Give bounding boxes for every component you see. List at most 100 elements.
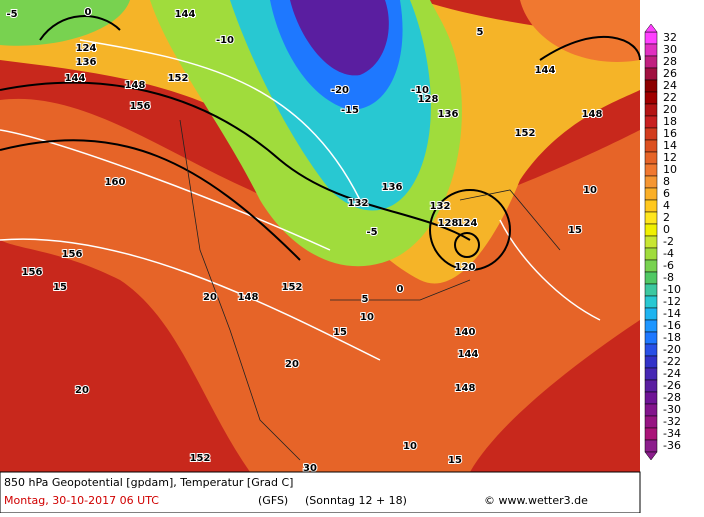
colorbar-cell (644, 139, 658, 153)
colorbar-cell (644, 163, 658, 177)
contour-label: 10 (403, 441, 417, 452)
contour-label: 156 (62, 249, 83, 260)
colorbar-cell (644, 355, 658, 369)
contour-label: -20 (331, 85, 349, 96)
contour-label: 132 (430, 201, 451, 212)
footer-model: (GFS) (258, 494, 288, 507)
contour-label: 148 (125, 80, 146, 91)
contour-label: 144 (65, 73, 86, 84)
contour-label: 152 (190, 453, 211, 464)
colorbar-label: -16 (663, 319, 681, 332)
colorbar-cell (644, 391, 658, 405)
colorbar-label: -24 (663, 367, 681, 380)
contour-label: 160 (105, 177, 126, 188)
footer-box (0, 471, 641, 514)
contour-label: 156 (22, 267, 43, 278)
contour-label: 144 (458, 349, 479, 360)
colorbar-cell (644, 175, 658, 189)
colorbar-cell (644, 43, 658, 57)
colorbar-cell (644, 79, 658, 93)
contour-label: 148 (455, 383, 476, 394)
colorbar-label: 26 (663, 67, 677, 80)
colorbar-label: 14 (663, 139, 677, 152)
colorbar-cell (644, 103, 658, 117)
colorbar-label: -22 (663, 355, 681, 368)
colorbar-cell (644, 295, 658, 309)
contour-label: 10 (360, 312, 374, 323)
contour-label: 124 (76, 43, 97, 54)
contour-label: 20 (285, 359, 299, 370)
contour-label: 156 (130, 101, 151, 112)
colorbar-label: -32 (663, 415, 681, 428)
contour-label: -10 (216, 35, 234, 46)
colorbar-label: 2 (663, 211, 670, 224)
colorbar-cell (644, 331, 658, 345)
colorbar-cell (644, 367, 658, 381)
colorbar-label: -30 (663, 403, 681, 416)
contour-label: 120 (455, 262, 476, 273)
colorbar-label: 30 (663, 43, 677, 56)
colorbar-cell (644, 403, 658, 417)
contour-label: 144 (175, 9, 196, 20)
colorbar-label: 6 (663, 187, 670, 200)
colorbar-cell (644, 199, 658, 213)
colorbar-cell (644, 55, 658, 69)
contour-label: 148 (238, 292, 259, 303)
colorbar-label: -34 (663, 427, 681, 440)
colorbar-cell (644, 31, 658, 45)
colorbar-label: -12 (663, 295, 681, 308)
colorbar-cell (644, 187, 658, 201)
footer-title: 850 hPa Geopotential [gpdam], Temperatur… (4, 476, 293, 489)
colorbar-cell (644, 307, 658, 321)
colorbar-cell (644, 247, 658, 261)
colorbar-label: -28 (663, 391, 681, 404)
colorbar-label: -2 (663, 235, 674, 248)
contour-label: 20 (203, 292, 217, 303)
colorbar-label: 16 (663, 127, 677, 140)
footer-date: Montag, 30-10-2017 06 UTC (4, 494, 159, 507)
contour-label: 128 (418, 94, 439, 105)
colorbar-label: 24 (663, 79, 677, 92)
colorbar-label: 18 (663, 115, 677, 128)
colorbar-cell (644, 271, 658, 285)
colorbar-label: -26 (663, 379, 681, 392)
colorbar-label: 0 (663, 223, 670, 236)
colorbar-cell (644, 379, 658, 393)
colorbar-cell (644, 343, 658, 357)
colorbar-label: 8 (663, 175, 670, 188)
contour-label: -10 (411, 85, 429, 96)
colorbar-cell (644, 127, 658, 141)
contour-label: 152 (168, 73, 189, 84)
contour-label: 15 (568, 225, 582, 236)
contour-label: 128 (438, 218, 459, 229)
contour-label: 132 (348, 198, 369, 209)
contour-label: -5 (6, 9, 17, 20)
colorbar-label: -18 (663, 331, 681, 344)
colorbar-bottom-arrow (644, 451, 658, 461)
contour-label: 152 (282, 282, 303, 293)
colorbar-cell (644, 259, 658, 273)
colorbar-cell (644, 427, 658, 441)
contour-label: -15 (341, 105, 359, 116)
contour-label: 144 (535, 65, 556, 76)
colorbar-cell (644, 439, 658, 453)
colorbar-top-arrow (644, 23, 658, 33)
map (0, 0, 641, 472)
colorbar-label: 12 (663, 151, 677, 164)
contour-label: 0 (85, 7, 92, 18)
colorbar-cell (644, 115, 658, 129)
colorbar-cell (644, 415, 658, 429)
contour-label: 0 (397, 284, 404, 295)
colorbar-label: 28 (663, 55, 677, 68)
colorbar-label: -6 (663, 259, 674, 272)
contour-label: 15 (448, 455, 462, 466)
contour-label: 136 (76, 57, 97, 68)
colorbar-label: -36 (663, 439, 681, 452)
colorbar-cell (644, 151, 658, 165)
colorbar-cell (644, 211, 658, 225)
colorbar-cell (644, 319, 658, 333)
contour-label: 5 (362, 294, 369, 305)
colorbar-label: 4 (663, 199, 670, 212)
